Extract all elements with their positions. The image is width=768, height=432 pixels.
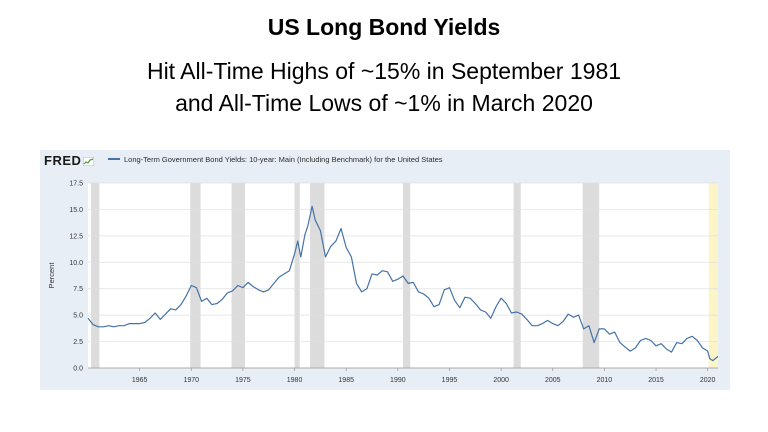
line-chart: 0.0 2.5 5.0 7.5 10.0 12.5 15.0 17.5 1965 1970 1975… bbox=[47, 181, 719, 384]
recession-band bbox=[190, 183, 201, 368]
series-line bbox=[87, 205, 719, 362]
y-tick-label: 0.0 bbox=[73, 366, 83, 373]
legend-swatch bbox=[108, 158, 120, 160]
y-tick-label: 5.0 bbox=[73, 313, 83, 320]
slide-title: US Long Bond Yields bbox=[267, 14, 501, 40]
recession-band bbox=[582, 183, 600, 368]
x-tick-label: 1985 bbox=[338, 377, 354, 384]
fred-logo: FRED bbox=[44, 153, 95, 168]
recession-band bbox=[403, 183, 411, 368]
x-tick-label: 2010 bbox=[597, 377, 613, 384]
recession-band bbox=[708, 183, 718, 368]
y-tick-label: 7.5 bbox=[73, 286, 83, 293]
y-tick-label: 2.5 bbox=[73, 339, 83, 346]
recession-band bbox=[91, 183, 100, 368]
y-tick-label: 12.5 bbox=[69, 233, 83, 240]
recession-band bbox=[231, 183, 245, 368]
fred-chart-mark-icon bbox=[83, 157, 95, 166]
x-tick-label: 2020 bbox=[700, 377, 716, 384]
fred-logo-text: FRED bbox=[44, 153, 82, 168]
y-tick-label: 17.5 bbox=[69, 181, 83, 188]
x-tick-label: 1965 bbox=[132, 377, 148, 384]
x-tick-label: 1980 bbox=[287, 377, 303, 384]
legend-label: Long-Term Government Bond Yields: 10-yea… bbox=[124, 155, 443, 164]
y-tick-label: 10.0 bbox=[69, 260, 83, 267]
x-tick-label: 2015 bbox=[648, 377, 664, 384]
y-axis-label: Percent bbox=[47, 262, 56, 289]
slide-subtitle-line2: and All-Time Lows of ~1% in March 2020 bbox=[175, 90, 593, 116]
slide-subtitle-line1: Hit All-Time Highs of ~15% in September … bbox=[146, 58, 622, 84]
x-tick-label: 2005 bbox=[545, 377, 561, 384]
x-tick-label: 1990 bbox=[390, 377, 406, 384]
y-tick-label: 15.0 bbox=[69, 207, 83, 214]
x-tick-label: 1975 bbox=[235, 377, 251, 384]
recession-band bbox=[294, 183, 300, 368]
recession-band bbox=[513, 183, 521, 368]
x-tick-label: 1970 bbox=[183, 377, 199, 384]
recession-band bbox=[310, 183, 325, 368]
chart-legend: Long-Term Government Bond Yields: 10-yea… bbox=[108, 155, 443, 164]
x-tick-label: 2000 bbox=[493, 377, 509, 384]
x-tick-label: 1995 bbox=[442, 377, 458, 384]
